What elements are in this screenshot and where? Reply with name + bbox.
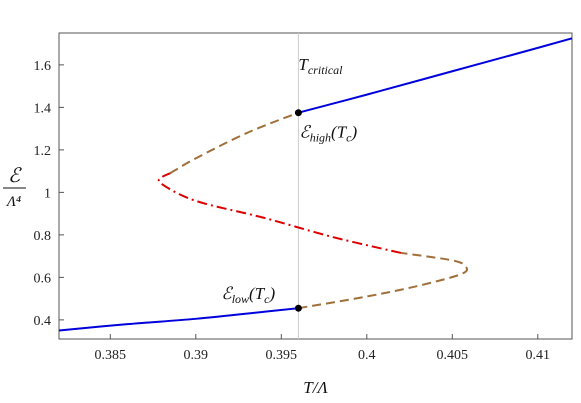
x-tick-label: 0.4 bbox=[358, 348, 376, 363]
x-tick-label: 0.405 bbox=[437, 348, 469, 363]
series-line-4 bbox=[169, 111, 299, 175]
y-tick-label: 1.4 bbox=[34, 101, 52, 116]
series-line-5 bbox=[298, 37, 573, 114]
critical-point-marker bbox=[294, 109, 302, 117]
series-group bbox=[58, 37, 573, 332]
y-axis-title-numerator: ℰ bbox=[8, 165, 22, 187]
x-axis-title: T/Λ bbox=[303, 378, 328, 397]
critical-point-label: ℰlow(Tc) bbox=[221, 284, 275, 306]
series-line-1 bbox=[58, 307, 299, 332]
y-tick-label: 1 bbox=[44, 186, 51, 201]
critical-point-marker bbox=[294, 304, 302, 312]
y-tick-label: 0.6 bbox=[34, 271, 52, 286]
ticks-group: 0.385 0.39 0.395 0.4 0.405 0.41 0.4 0.6 0.8 1 1.2 1… bbox=[34, 59, 551, 363]
x-tick-label: 0.41 bbox=[526, 348, 551, 363]
x-tick-label: 0.39 bbox=[184, 348, 209, 363]
series-line-2 bbox=[298, 251, 469, 310]
x-tick-label: 0.385 bbox=[95, 348, 127, 363]
critical-temperature-label: Tcritical bbox=[298, 55, 343, 77]
x-tick-label: 0.395 bbox=[266, 348, 298, 363]
y-tick-label: 1.6 bbox=[34, 59, 52, 74]
y-axis-title-denominator: Λ⁴ bbox=[5, 194, 21, 210]
critical-line-group: Tcritical bbox=[297, 33, 343, 339]
markers-group: ℰhigh(Tc) ℰlow(Tc) bbox=[221, 109, 357, 312]
y-tick-label: 0.8 bbox=[34, 229, 52, 244]
labels-group: T/Λ ℰ Λ⁴ bbox=[3, 165, 328, 397]
critical-point-label: ℰhigh(Tc) bbox=[299, 123, 357, 145]
y-tick-label: 1.2 bbox=[34, 144, 52, 159]
plot-frame bbox=[58, 32, 573, 340]
y-tick-label: 0.4 bbox=[34, 314, 52, 329]
series-line-3 bbox=[157, 172, 402, 254]
